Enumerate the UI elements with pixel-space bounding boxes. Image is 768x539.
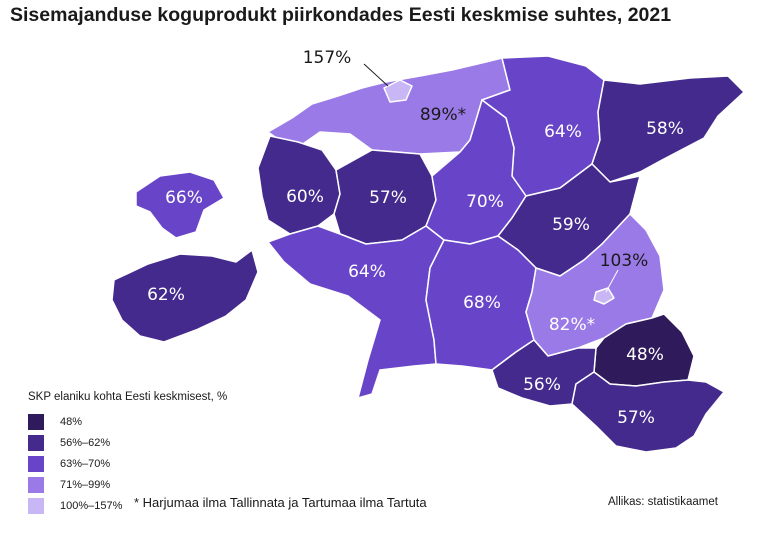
region-saaremaa[interactable] <box>111 249 259 343</box>
label-tallinn: 157% <box>303 48 352 68</box>
label-polvamaa: 48% <box>626 345 664 365</box>
region-vorumaa[interactable] <box>571 371 725 453</box>
region-ida-virumaa[interactable] <box>591 75 745 183</box>
legend-swatch <box>28 498 44 514</box>
legend-swatch <box>28 414 44 430</box>
label-tartumaa: 82%* <box>549 315 595 335</box>
tallinn-callout-line <box>363 63 389 87</box>
label-jogevamaa: 59% <box>552 215 590 235</box>
label-harjumaa: 89%* <box>420 105 466 125</box>
label-laane-virumaa: 64% <box>544 122 582 142</box>
label-laanemaa: 60% <box>286 187 324 207</box>
tartu-callout-line <box>605 269 619 293</box>
label-viljandimaa: 68% <box>463 293 501 313</box>
label-ida-virumaa: 58% <box>646 119 684 139</box>
legend-label: 100%–157% <box>60 500 123 512</box>
footnote: * Harjumaa ilma Tallinnata ja Tartumaa i… <box>134 495 427 510</box>
legend-label: 71%–99% <box>60 479 111 491</box>
region-tallinn[interactable] <box>383 79 413 103</box>
label-jarvamaa: 70% <box>466 192 504 212</box>
region-parnumaa[interactable] <box>267 225 445 399</box>
source-credit: Allikas: statistikaamet <box>608 496 718 508</box>
region-laanemaa[interactable] <box>257 135 341 235</box>
legend-item: 71%–99% <box>28 477 110 493</box>
legend-label: 48% <box>60 416 83 428</box>
label-saaremaa: 62% <box>147 285 185 305</box>
region-tartu[interactable] <box>593 287 615 305</box>
legend-label: 63%–70% <box>60 458 111 470</box>
label-vorumaa: 57% <box>617 408 655 428</box>
legend-swatch <box>28 456 44 472</box>
label-tartu: 103% <box>600 251 649 271</box>
legend-item: 56%–62% <box>28 435 110 451</box>
label-parnumaa: 64% <box>348 262 386 282</box>
legend-swatch <box>28 435 44 451</box>
legend-label: 56%–62% <box>60 437 111 449</box>
label-raplamaa: 57% <box>369 188 407 208</box>
map-title: Sisemajanduse koguprodukt piirkondades E… <box>10 4 672 26</box>
label-valgamaa: 56% <box>523 375 561 395</box>
legend-swatch <box>28 477 44 493</box>
legend-item: 48% <box>28 414 82 430</box>
legend-item: 100%–157% <box>28 498 122 514</box>
legend-item: 63%–70% <box>28 456 110 472</box>
region-hiiumaa[interactable] <box>135 171 225 239</box>
label-hiiumaa: 66% <box>165 188 203 208</box>
legend-title: SKP elaniku kohta Eesti keskmisest, % <box>28 391 228 403</box>
